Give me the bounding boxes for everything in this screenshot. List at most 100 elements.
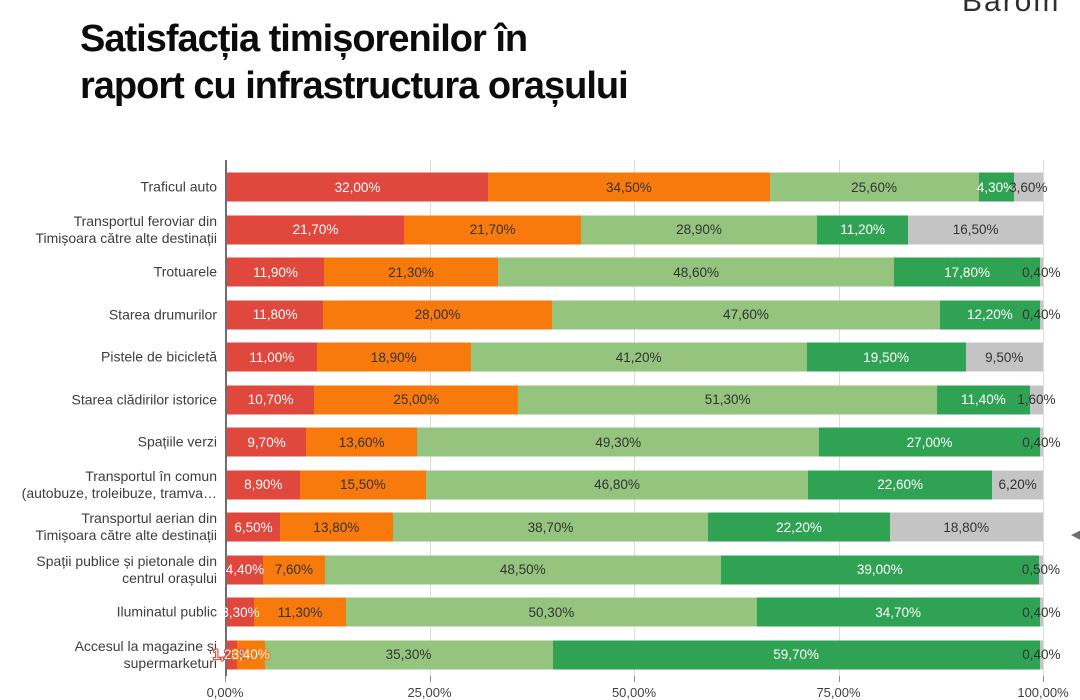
bar-segment-red[interactable]: 9,70% <box>227 427 307 457</box>
x-tick-mark <box>634 676 635 682</box>
bar-segment-dark-green[interactable]: 12,20% <box>940 300 1040 330</box>
bar-segment-orange[interactable]: 3,40% <box>232 640 270 670</box>
segment-value-label: 0,40% <box>1022 647 1061 663</box>
bar-segment-red[interactable]: 8,90% <box>227 470 300 500</box>
bar-segment-red[interactable]: 21,70% <box>227 215 405 245</box>
bar-segment-dark-green[interactable]: 34,70% <box>756 597 1040 627</box>
bar-segment-orange[interactable]: 7,60% <box>262 555 325 585</box>
bar-segment-red[interactable]: 32,00% <box>227 172 489 202</box>
bar-segment-light-green[interactable]: 28,90% <box>581 215 817 245</box>
bar-segment-red[interactable]: 4,40% <box>225 555 265 585</box>
bar-segment-orange[interactable]: 25,00% <box>314 385 519 415</box>
segment-value-label: 13,60% <box>338 434 385 450</box>
bar-segment-gray[interactable]: 0,40% <box>1022 300 1060 330</box>
segment-value-label: 11,80% <box>252 307 298 323</box>
bar-segment-dark-green[interactable]: 59,70% <box>552 640 1040 670</box>
segment-value-label: 11,30% <box>277 604 323 620</box>
stacked-bar: 9,70% 13,60% 49,30% 27,00% 0,40% <box>227 427 1060 457</box>
bar-segment-light-green[interactable]: 47,60% <box>551 300 941 330</box>
stacked-bar: 21,70% 21,70% 28,90% 11,20% 16,50% <box>227 215 1043 245</box>
bar-segment-gray[interactable]: 0,40% <box>1022 597 1060 627</box>
segment-value-label: 4,40% <box>225 562 265 578</box>
bar-segment-orange[interactable]: 11,30% <box>253 597 347 627</box>
segment-value-label: 16,50% <box>952 222 999 238</box>
segment-value-label: 48,50% <box>499 562 546 578</box>
bar-segment-red[interactable]: 11,80% <box>227 300 324 330</box>
category-label: Traficul auto <box>140 178 217 195</box>
bar-segment-light-green[interactable]: 49,30% <box>417 427 820 457</box>
stacked-bar: 11,90% 21,30% 48,60% 17,80% 0,40% <box>227 257 1060 287</box>
segment-value-label: 28,90% <box>676 222 722 238</box>
bar-segment-light-green[interactable]: 50,30% <box>346 597 757 627</box>
bar-segment-red[interactable]: 10,70% <box>227 385 315 415</box>
bar-segment-gray[interactable]: 1,60% <box>1017 385 1056 415</box>
bar-segment-gray[interactable]: 18,80% <box>889 512 1043 542</box>
segment-value-label: 0,40% <box>1022 264 1061 280</box>
bar-segment-dark-green[interactable]: 11,20% <box>816 215 909 245</box>
bar-segment-dark-green[interactable]: 19,50% <box>806 342 966 372</box>
chart-row: Transportul aerian din Timișoara către a… <box>35 506 1043 549</box>
bar-segment-dark-green[interactable]: 39,00% <box>720 555 1039 585</box>
bar-segment-light-green[interactable]: 41,20% <box>470 342 807 372</box>
segment-value-label: 22,20% <box>776 519 822 535</box>
bar-segment-red[interactable]: 3,30% <box>221 597 260 627</box>
x-tick-mark <box>838 676 840 682</box>
bar-segment-orange[interactable]: 15,50% <box>299 470 427 500</box>
bar-segment-gray[interactable]: 3,60% <box>1009 172 1047 202</box>
segment-value-label: 11,40% <box>960 392 1006 408</box>
bar-segment-orange[interactable]: 28,00% <box>323 300 552 330</box>
bar-segment-red[interactable]: 1,20% <box>213 640 251 670</box>
bar-segment-orange[interactable]: 18,90% <box>316 342 471 372</box>
bar-segment-orange[interactable]: 34,50% <box>488 172 770 202</box>
bar-segment-orange[interactable]: 21,30% <box>324 257 498 287</box>
brand-logo-text: Barom <box>962 0 1061 17</box>
bar-segment-dark-green[interactable]: 17,80% <box>894 257 1040 287</box>
segment-value-label: 21,70% <box>292 222 339 238</box>
bar-segment-light-green[interactable]: 48,50% <box>324 555 721 585</box>
bar-segment-orange[interactable]: 21,70% <box>404 215 582 245</box>
segment-value-label: 0,40% <box>1022 434 1061 450</box>
segment-value-label: 13,80% <box>313 519 360 535</box>
segment-value-label: 18,80% <box>943 519 990 535</box>
page-title-line1: Satisfacția timișorenilor în <box>80 18 528 60</box>
segment-value-label: 25,60% <box>851 179 897 195</box>
segment-value-label: 0,40% <box>1022 307 1061 323</box>
stacked-bar: 11,80% 28,00% 47,60% 12,20% 0,40% <box>227 300 1060 330</box>
bar-segment-dark-green[interactable]: 22,20% <box>708 512 890 542</box>
bar-segment-gray[interactable]: 16,50% <box>908 215 1043 245</box>
bar-segment-dark-green[interactable]: 11,40% <box>936 385 1030 415</box>
segment-value-label: 21,70% <box>469 222 516 238</box>
bar-segment-gray[interactable]: 0,50% <box>1022 555 1060 585</box>
segment-value-label: 38,70% <box>527 519 574 535</box>
bar-segment-red[interactable]: 11,00% <box>227 342 317 372</box>
bar-segment-light-green[interactable]: 25,60% <box>769 172 979 202</box>
bar-segment-dark-green[interactable]: 27,00% <box>819 427 1040 457</box>
category-label: Trotuarele <box>153 263 217 280</box>
bar-segment-light-green[interactable]: 46,80% <box>426 470 808 500</box>
category-label: Spațiile verzi <box>137 433 217 450</box>
bar-segment-gray[interactable]: 0,40% <box>1022 640 1060 670</box>
bar-segment-dark-green[interactable]: 4,30% <box>977 172 1015 202</box>
bar-segment-light-green[interactable]: 38,70% <box>392 512 709 542</box>
stacked-bar: 11,00% 18,90% 41,20% 19,50% 9,50% <box>227 342 1043 372</box>
segment-value-label: 0,50% <box>1021 562 1061 578</box>
bar-segment-light-green[interactable]: 51,30% <box>518 385 937 415</box>
category-label: Transportul în comun (autobuze, troleibu… <box>21 467 217 501</box>
bar-segment-red[interactable]: 6,50% <box>227 512 281 542</box>
segment-value-label: 19,50% <box>863 349 909 365</box>
bar-segment-light-green[interactable]: 48,60% <box>497 257 895 287</box>
bar-segment-orange[interactable]: 13,60% <box>306 427 418 457</box>
bar-segment-gray[interactable]: 0,40% <box>1022 427 1060 457</box>
chart-row: Iluminatul public 3,30% 11,30% 50,30% 34,70%… <box>117 591 1060 634</box>
segment-value-label: 47,60% <box>723 307 769 323</box>
x-tick-label: 50,00% <box>611 685 657 700</box>
chart-row: Starea clădirilor istorice 10,70% 25,00% 51… <box>72 379 1056 422</box>
bar-segment-orange[interactable]: 13,80% <box>280 512 393 542</box>
bar-segment-light-green[interactable]: 35,30% <box>264 640 553 670</box>
bar-segment-gray[interactable]: 9,50% <box>965 342 1043 372</box>
stacked-bar: 32,00% 34,50% 25,60% 4,30% 3,60% <box>227 172 1047 202</box>
bar-segment-dark-green[interactable]: 22,60% <box>807 470 993 500</box>
bar-segment-red[interactable]: 11,90% <box>227 257 325 287</box>
bar-segment-gray[interactable]: 6,20% <box>992 470 1043 500</box>
bar-segment-gray[interactable]: 0,40% <box>1022 257 1060 287</box>
